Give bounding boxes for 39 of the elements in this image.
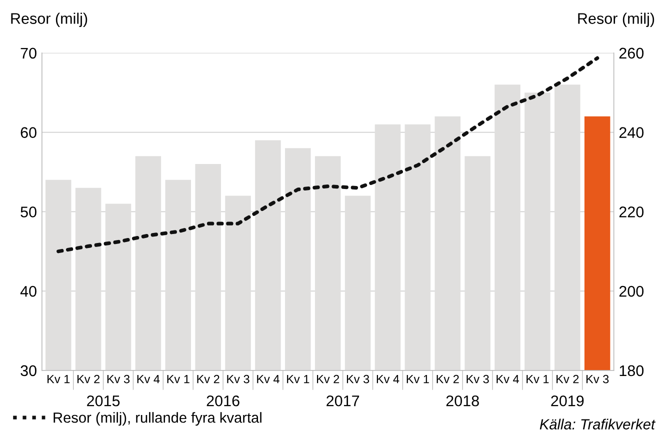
x-tick-label: Kv 2 xyxy=(436,374,459,384)
y2-tick-label: 220 xyxy=(619,206,644,218)
y-tick-label: 70 xyxy=(20,48,36,59)
legend-label: Resor (milj), rullande fyra kvartal xyxy=(54,412,262,426)
line-series xyxy=(56,56,600,254)
y2-tick-label: 260 xyxy=(619,48,644,59)
x-tick-label: Kv 4 xyxy=(496,375,519,384)
x-tick-label: Kv 1 xyxy=(526,375,549,384)
x-tick-label: Kv 3 xyxy=(227,374,250,384)
y-axis-title: Resor (milj) xyxy=(11,12,88,27)
text: 2016 xyxy=(206,395,240,406)
x-tick-label: Kv 2 xyxy=(77,374,100,384)
x-tick-label: Kv 1 xyxy=(287,375,310,384)
x-tick-label: Kv 2 xyxy=(197,374,220,384)
x-tick-label: Kv 4 xyxy=(376,375,400,384)
x-tick-label: Kv 3 xyxy=(107,374,130,384)
y-tick-label: 60 xyxy=(20,127,36,138)
y2-tick-label: 200 xyxy=(619,286,644,297)
x-tick-label: Kv 4 xyxy=(137,375,160,384)
x-tick-label: Kv 2 xyxy=(556,374,579,384)
y-tick-label: 50 xyxy=(20,206,36,218)
text: 2019 xyxy=(551,395,584,406)
x-tick-label: Kv 3 xyxy=(586,374,609,384)
x-tick-label: Kv 1 xyxy=(406,375,429,384)
x-tick-label: Kv 1 xyxy=(48,375,70,384)
y-tick-label: 30 xyxy=(20,365,36,376)
text: Källa: Trafikverket xyxy=(540,418,656,430)
text: 2017 xyxy=(326,395,360,406)
text: 2018 xyxy=(446,395,479,406)
y2-tick-label: 180 xyxy=(620,365,644,376)
x-tick-label: Kv 2 xyxy=(317,374,340,384)
x-tick-label: Kv 4 xyxy=(257,375,280,384)
x-tick-label: Kv 1 xyxy=(167,375,190,384)
y2-tick-label: 240 xyxy=(619,127,644,138)
y2-axis-title: Resor (milj) xyxy=(578,12,654,27)
x-tick-label: Kv 3 xyxy=(466,374,489,384)
y-tick-label: 40 xyxy=(20,286,36,297)
x-tick-label: Kv 3 xyxy=(346,374,370,384)
text: 2015 xyxy=(87,395,120,406)
